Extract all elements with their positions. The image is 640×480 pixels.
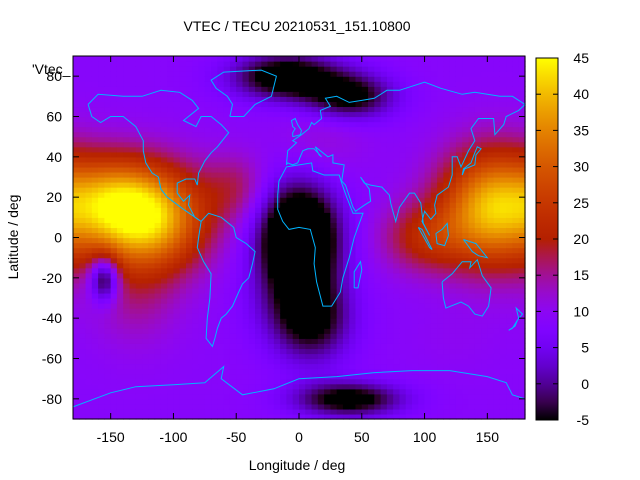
chart-title: VTEC / TECU 20210531_151.10800 <box>183 18 410 34</box>
colorbar-tick-label: 30 <box>573 159 589 175</box>
x-tick-label: -50 <box>226 429 246 445</box>
coastline-madagascar <box>353 260 363 289</box>
coastline-africa <box>277 162 364 307</box>
colorbar-tick-label: 45 <box>573 50 589 66</box>
x-axis-ticks: -150 -100 -50 0 50 100 150 <box>97 56 500 445</box>
y-tick-label: -60 <box>42 351 62 367</box>
y-tick-label: 80 <box>46 68 62 84</box>
y-tick-label: 20 <box>46 189 62 205</box>
colorbar-ticks: -5 0 5 10 15 20 25 30 35 40 45 <box>536 50 589 428</box>
coastline-japan <box>461 146 482 176</box>
y-axis-label: Latitude / deg <box>5 195 21 280</box>
heatmap-cells <box>73 56 526 420</box>
y-tick-label: 40 <box>46 149 62 165</box>
colorbar-tick-label: 40 <box>573 86 589 102</box>
colorbar-tick-label: 0 <box>581 376 589 392</box>
x-tick-label: 0 <box>295 429 303 445</box>
y-tick-label: -40 <box>42 310 62 326</box>
y-tick-label: -80 <box>42 391 62 407</box>
x-axis-label: Longitude / deg <box>249 457 346 473</box>
y-tick-label: 60 <box>46 109 62 125</box>
coastline-sumatra <box>417 226 433 250</box>
coastline-borneo <box>435 222 449 247</box>
colorbar-tick-label: 35 <box>573 122 589 138</box>
colorbar-tick-label: 15 <box>573 267 589 283</box>
x-tick-label: -150 <box>97 429 125 445</box>
coastline-greenland <box>210 69 277 117</box>
x-tick-label: 100 <box>413 429 437 445</box>
colorbar-tick-label: 10 <box>573 303 589 319</box>
colorbar-tick-label: 5 <box>581 340 589 356</box>
x-tick-label: 150 <box>476 429 500 445</box>
y-tick-label: -20 <box>42 270 62 286</box>
coastlines <box>72 69 526 408</box>
coastline-new-zealand <box>508 306 524 331</box>
coastline-north-america <box>87 89 230 222</box>
colorbar-tick-label: 20 <box>573 231 589 247</box>
coastline-great-britain <box>290 117 303 138</box>
y-axis-ticks: -80 -60 -40 -20 0 20 40 60 80 <box>42 68 525 407</box>
coastline-south-america <box>196 212 256 348</box>
series-label: 'Vtec_ <box>32 61 71 77</box>
x-tick-label: -100 <box>159 429 187 445</box>
coastline-australia <box>441 258 492 317</box>
x-tick-label: 50 <box>354 429 370 445</box>
coastline-antarctica <box>72 365 526 408</box>
colorbar-tick-label: -5 <box>577 412 590 428</box>
coastline-new-guinea <box>463 239 489 259</box>
y-tick-label: 0 <box>54 230 62 246</box>
colorbar-tick-label: 25 <box>573 195 589 211</box>
coastline-eurasia <box>285 81 526 236</box>
